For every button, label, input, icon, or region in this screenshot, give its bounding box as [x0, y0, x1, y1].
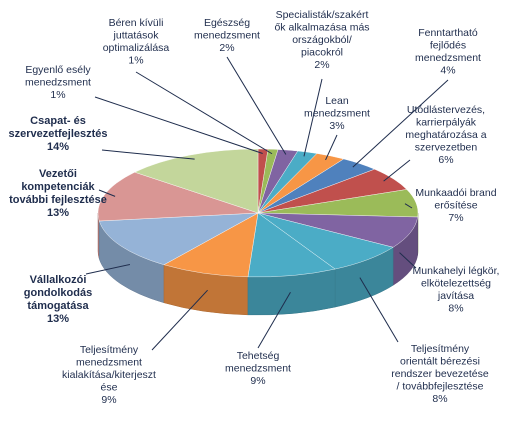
- slice-label-line: 1%: [128, 55, 143, 67]
- slice-label-line: ése: [101, 382, 118, 394]
- slice-label-1: Egyenlő esély menedzsment 1%: [25, 64, 91, 101]
- slice-label-line: elkötelezettség: [421, 278, 491, 290]
- leader-line-3: [226, 56, 287, 155]
- pie-slice-11: [247, 212, 336, 278]
- slice-label-line: 2%: [219, 42, 234, 54]
- slice-label-line: kompetenciák: [21, 181, 95, 193]
- slice-label-7: Utódlástervezés, karrierpályák meghatározá…: [405, 104, 486, 166]
- slice-label-line: támogatása: [27, 300, 89, 312]
- slice-label-line: 13%: [47, 313, 69, 325]
- slice-label-line: 14%: [47, 141, 69, 153]
- slice-label-line: karrierpályák: [416, 117, 477, 129]
- slice-label-14: Vezetői kompetenciák további fejlesztése 13…: [9, 168, 107, 219]
- slice-label-5: Lean menedzsment 3%: [304, 95, 370, 132]
- pie-slices: [97, 148, 419, 278]
- slice-label-line: 9%: [250, 375, 265, 387]
- slice-label-line: rendszer bevezetése: [391, 368, 489, 380]
- slice-label-line: 13%: [47, 207, 69, 219]
- leader-line-1: [94, 96, 263, 154]
- slice-label-line: Teljesítmény: [80, 344, 139, 356]
- slice-label-4: Specialisták/szakért ők alkalmazása más or…: [274, 9, 369, 71]
- leader-line-5: [325, 134, 338, 161]
- slice-label-line: optimalizálása: [103, 42, 170, 54]
- slice-label-line: további fejlesztése: [9, 194, 107, 206]
- slice-label-11: Tehetség menedzsment 9%: [225, 350, 291, 387]
- slice-label-15: Csapat- és szervezetfejlesztés 14%: [8, 115, 107, 153]
- slice-label-line: 1%: [50, 89, 65, 101]
- slice-label-line: menedzsment: [194, 30, 260, 42]
- slice-label-line: gondolkodás: [24, 287, 92, 299]
- leader-line-9: [399, 252, 417, 269]
- slice-label-line: Vállalkozói: [30, 274, 87, 286]
- slice-label-line: / továbbfejlesztése: [397, 381, 484, 393]
- leader-line-7: [383, 159, 411, 182]
- slice-label-9: Munkahelyi légkör, elkötelezettség javítás…: [413, 265, 500, 315]
- leader-line-12: [151, 289, 208, 351]
- slice-label-12: Teljesítmény menedzsment kialakítása/kiter…: [62, 344, 156, 406]
- leader-line-11: [257, 292, 291, 349]
- slice-label-line: piacokról: [301, 47, 343, 59]
- leader-line-6: [352, 79, 449, 168]
- leader-lines: [85, 56, 449, 351]
- slice-label-line: meghatározása a: [405, 129, 486, 141]
- leader-line-2: [135, 71, 273, 155]
- leader-line-15: [101, 149, 195, 160]
- slice-label-line: szervezetfejlesztés: [8, 128, 107, 140]
- slice-label-line: 9%: [101, 394, 116, 406]
- slice-label-line: kialakítása/kiterjeszt: [62, 369, 156, 381]
- slice-label-line: juttatások: [113, 30, 160, 42]
- pie-slice-15: [134, 148, 259, 214]
- slice-label-line: menedzsment: [25, 77, 91, 89]
- leader-line-10: [359, 277, 399, 343]
- slice-label-line: erősítése: [434, 200, 477, 212]
- slice-label-line: Munkahelyi légkör,: [413, 265, 500, 277]
- slice-label-line: Tehetség: [237, 350, 280, 362]
- slice-label-6: Fenntartható fejlődés menedzsment 4%: [415, 27, 481, 77]
- slice-label-line: Teljesítmény: [411, 343, 470, 355]
- pie-slice-14: [97, 171, 259, 222]
- slice-label-line: Fenntartható: [418, 27, 478, 39]
- leader-line-8: [404, 203, 413, 209]
- slice-label-line: javítása: [437, 290, 474, 302]
- leader-line-13: [85, 264, 131, 275]
- slice-label-line: 7%: [448, 212, 463, 224]
- slice-label-10: Teljesítmény orientált bérezési rendszer b…: [391, 343, 489, 405]
- leader-line-14: [98, 189, 116, 197]
- slice-label-line: menedzsment: [304, 108, 370, 120]
- leader-line-4: [303, 78, 323, 157]
- slice-label-line: Béren kívüli: [109, 17, 164, 29]
- slice-label-line: szervezetben: [415, 142, 478, 154]
- slice-label-line: orientált bérezési: [400, 356, 480, 368]
- slice-label-line: országokból/: [292, 34, 352, 46]
- pie-slice-13: [98, 212, 259, 265]
- slice-label-line: Lean: [325, 95, 349, 107]
- slice-label-13: Vállalkozói gondolkodás támogatása 13%: [24, 274, 92, 325]
- slice-label-line: ők alkalmazása más: [274, 22, 369, 34]
- slice-label-line: 3%: [329, 120, 344, 132]
- slice-label-line: 8%: [432, 393, 447, 405]
- slice-label-line: Csapat- és: [30, 115, 86, 127]
- slice-label-line: fejlődés: [430, 40, 466, 52]
- slice-label-line: Egyenlő esély: [25, 64, 91, 76]
- slice-label-line: 2%: [314, 59, 329, 71]
- slice-label-line: menedzsment: [225, 363, 291, 375]
- slice-label-line: Utódlástervezés,: [407, 104, 485, 116]
- slice-label-8: Munkaadói brand erősítése 7%: [415, 187, 496, 224]
- slice-label-line: Vezetői: [39, 168, 77, 180]
- slice-label-line: menedzsment: [76, 357, 142, 369]
- slice-label-line: Specialisták/szakért: [276, 9, 369, 21]
- pie-sides: [97, 212, 419, 316]
- pie-slice-12: [163, 212, 259, 278]
- slice-label-line: 8%: [448, 303, 463, 315]
- slice-label-3: Egészség menedzsment 2%: [194, 17, 260, 54]
- slice-label-line: Egészség: [204, 17, 250, 29]
- slice-label-line: Munkaadói brand: [415, 187, 496, 199]
- slice-label-line: 4%: [440, 65, 455, 77]
- slice-label-2: Béren kívüli juttatások optimalizálása 1%: [103, 17, 170, 67]
- slice-labels: Egyenlő esély menedzsment 1%Béren kívüli ju…: [8, 9, 499, 406]
- slice-label-line: menedzsment: [415, 52, 481, 64]
- slice-label-line: 6%: [438, 154, 453, 166]
